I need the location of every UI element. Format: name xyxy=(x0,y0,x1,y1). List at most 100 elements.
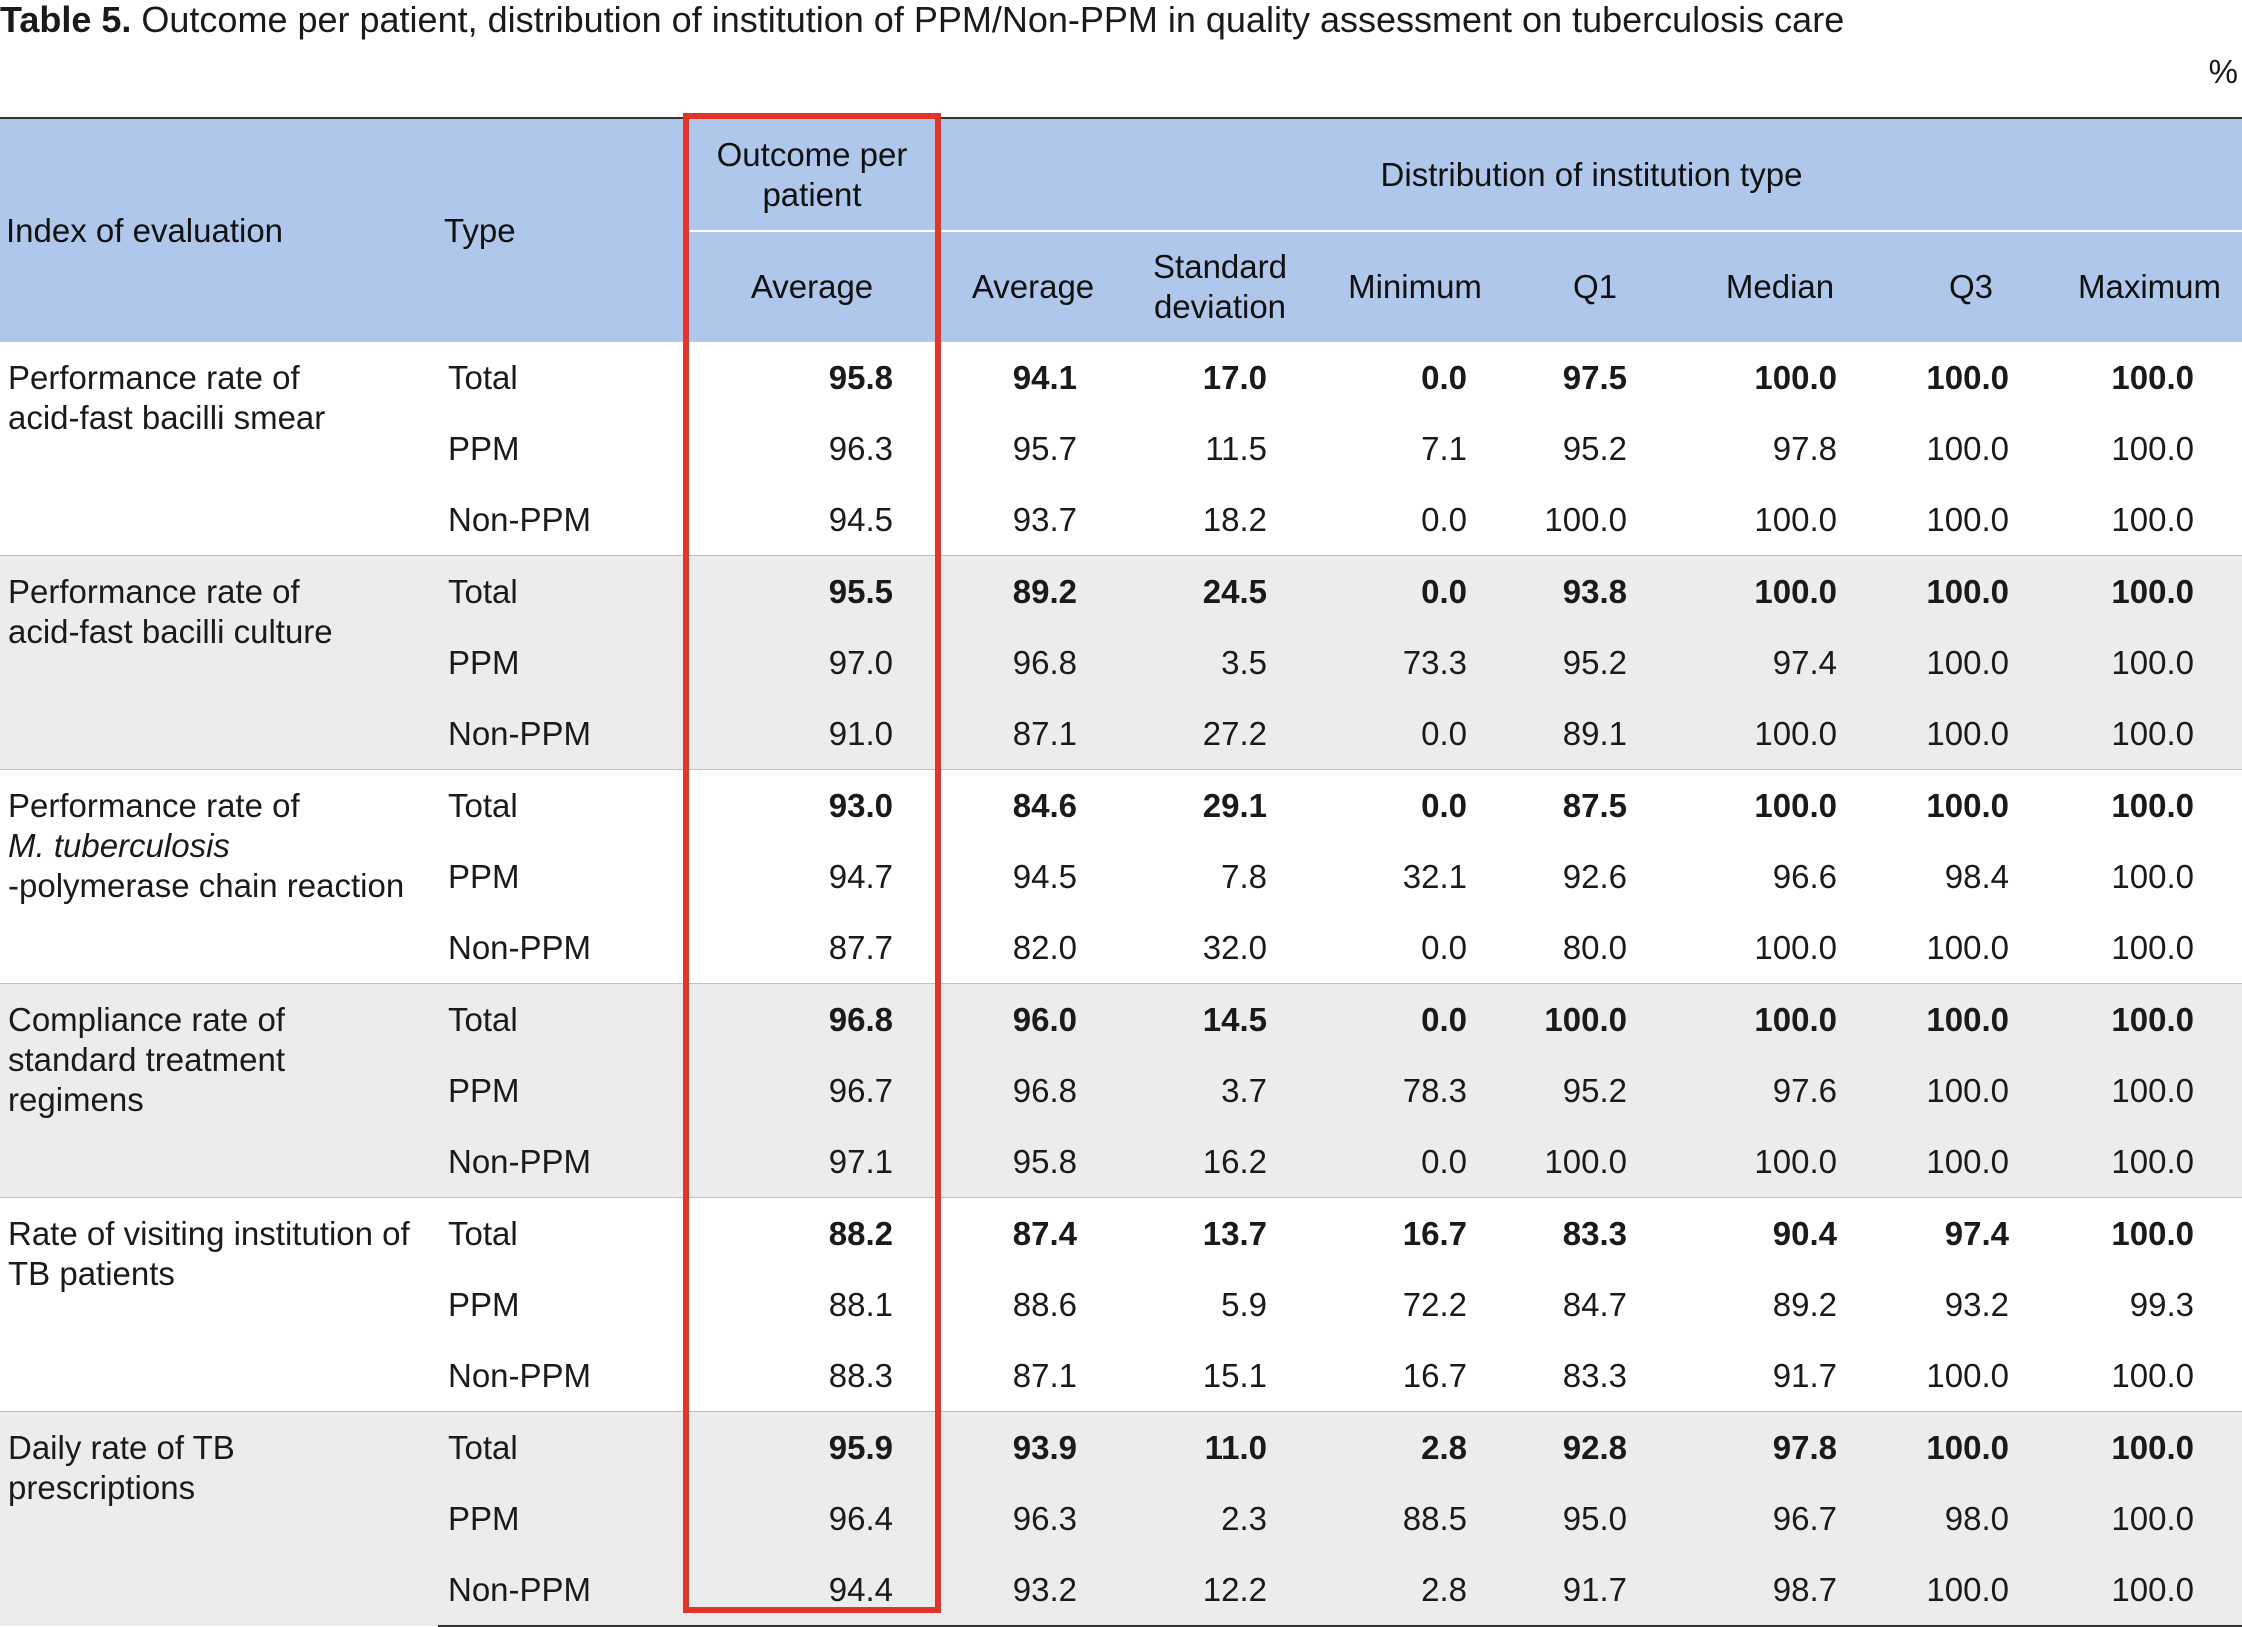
value-cell: 100.0 xyxy=(1675,555,1885,627)
unit-label: % xyxy=(2208,53,2238,90)
value-cell: 90.4 xyxy=(1675,1197,1885,1269)
value-cell: 100.0 xyxy=(1675,983,1885,1055)
value-cell: 0.0 xyxy=(1315,555,1515,627)
value-cell: 100.0 xyxy=(2057,698,2242,770)
value-cell: 15.1 xyxy=(1202,1356,1267,1394)
value-cell: 100.0 xyxy=(2057,1554,2242,1627)
value-cell: 24.5 xyxy=(1125,555,1315,627)
value-cell: 16.7 xyxy=(1402,1356,1467,1394)
value-cell: 13.7 xyxy=(1125,1197,1315,1269)
value-cell: 3.5 xyxy=(1125,627,1315,698)
value-cell: 0.0 xyxy=(1421,358,1467,396)
value-cell: 96.7 xyxy=(1675,1483,1885,1554)
value-cell: 100.0 xyxy=(2057,1126,2242,1198)
index-label-line: Compliance rate of xyxy=(8,1001,285,1038)
index-label-line: TB patients xyxy=(8,1255,175,1292)
index-of-evaluation-cell: Performance rate of acid-fast bacilli cul… xyxy=(0,555,438,770)
value-cell: 100.0 xyxy=(1515,983,1675,1055)
type-cell: PPM xyxy=(448,429,520,467)
outcome-average-cell: 93.0 xyxy=(683,769,941,841)
value-cell: 100.0 xyxy=(2057,769,2242,841)
value-cell: 96.6 xyxy=(1772,857,1837,895)
value-cell: 0.0 xyxy=(1315,983,1515,1055)
caption-text: Outcome per patient, distribution of ins… xyxy=(141,0,1845,40)
outcome-average-cell: 87.7 xyxy=(828,928,893,966)
value-cell: 91.7 xyxy=(1772,1356,1837,1394)
value-cell: 95.0 xyxy=(1515,1483,1675,1554)
index-of-evaluation-cell: Daily rate of TB prescriptions xyxy=(0,1411,438,1626)
table-row: Compliance rate of standard treatment regi… xyxy=(0,983,2242,1198)
value-cell: 100.0 xyxy=(1926,429,2009,467)
caption-label: Table 5. xyxy=(0,0,132,40)
value-cell: 100.0 xyxy=(1754,358,1837,396)
value-cell: 100.0 xyxy=(1885,1411,2057,1483)
table-row: Non-PPM 87.7 82.0 32.0 0.0 80.0 100.0 100.0 100.… xyxy=(0,912,2242,984)
outcome-average-cell: 96.8 xyxy=(683,983,941,1055)
value-cell: 100.0 xyxy=(2057,627,2242,698)
value-cell: 100.0 xyxy=(1885,555,2057,627)
value-cell: 98.7 xyxy=(1675,1554,1885,1627)
index-label-line: prescriptions xyxy=(8,1469,196,1506)
value-cell: 100.0 xyxy=(1675,1126,1885,1198)
value-cell: 93.7 xyxy=(1012,500,1077,538)
table-row: Performance rate of acid-fast bacilli cul… xyxy=(0,555,2242,770)
outcome-average-cell: 96.4 xyxy=(683,1483,941,1554)
index-label-line: regimens xyxy=(8,1081,144,1118)
value-cell: 93.8 xyxy=(1515,555,1675,627)
value-cell: 97.4 xyxy=(1675,627,1885,698)
value-cell: 96.3 xyxy=(941,1483,1125,1554)
value-cell: 100.0 xyxy=(2111,500,2194,538)
table-header: Index of evaluation Type Outcome per pat… xyxy=(0,118,2242,342)
value-cell: 5.9 xyxy=(1221,1285,1267,1323)
value-cell: 100.0 xyxy=(2111,358,2194,396)
type-cell: PPM xyxy=(438,1483,683,1554)
table-row: PPM 96.7 96.8 3.7 78.3 95.2 97.6 100.0 100.0 xyxy=(0,1055,2242,1126)
outcome-average-cell: 94.5 xyxy=(828,500,893,538)
value-cell: 100.0 xyxy=(1885,1055,2057,1126)
value-cell: 3.7 xyxy=(1125,1055,1315,1126)
value-cell: 95.8 xyxy=(941,1126,1125,1198)
value-cell: 97.4 xyxy=(1885,1197,2057,1269)
type-cell: Non-PPM xyxy=(448,928,592,966)
outcome-average-cell: 97.1 xyxy=(683,1126,941,1198)
value-cell: 100.0 xyxy=(2111,928,2194,966)
value-cell: 12.2 xyxy=(1125,1554,1315,1627)
table-row: Non-PPM 88.3 87.1 15.1 16.7 83.3 91.7 100.0 100.… xyxy=(0,1340,2242,1412)
outcome-average-cell: 95.5 xyxy=(683,555,941,627)
value-cell: 0.0 xyxy=(1421,928,1467,966)
value-cell: 96.8 xyxy=(941,1055,1125,1126)
value-cell: 7.8 xyxy=(1221,857,1267,895)
value-cell: 93.2 xyxy=(941,1554,1125,1627)
value-cell: 100.0 xyxy=(1754,500,1837,538)
table-caption: Table 5. Outcome per patient, distributi… xyxy=(0,0,1844,40)
outcome-average-cell: 96.7 xyxy=(683,1055,941,1126)
header-index: Index of evaluation xyxy=(0,118,438,342)
value-cell: 92.6 xyxy=(1562,857,1627,895)
value-cell: 95.7 xyxy=(1012,429,1077,467)
header-median: Median xyxy=(1675,231,1885,342)
header-distribution-group: Distribution of institution type xyxy=(941,118,2242,232)
type-cell: Non-PPM xyxy=(438,698,683,770)
value-cell: 93.9 xyxy=(941,1411,1125,1483)
value-cell: 94.1 xyxy=(1012,358,1077,396)
value-cell: 2.8 xyxy=(1315,1554,1515,1627)
table-row: PPM 94.7 94.5 7.8 32.1 92.6 96.6 98.4 100.0 xyxy=(0,841,2242,912)
value-cell: 100.0 xyxy=(1675,769,1885,841)
value-cell: 73.3 xyxy=(1315,627,1515,698)
header-outcome-average: Average xyxy=(683,231,941,342)
value-cell: 100.0 xyxy=(2057,1055,2242,1126)
table-row: PPM 96.3 95.7 11.5 7.1 95.2 97.8 100.0 100.0 xyxy=(0,413,2242,484)
outcome-average-cell: 95.9 xyxy=(683,1411,941,1483)
value-cell: 0.0 xyxy=(1315,698,1515,770)
value-cell: 100.0 xyxy=(2057,1483,2242,1554)
value-cell: 100.0 xyxy=(1926,928,2009,966)
header-minimum: Minimum xyxy=(1315,231,1515,342)
index-label-line: acid-fast bacilli culture xyxy=(8,613,333,650)
value-cell: 100.0 xyxy=(2057,1197,2242,1269)
value-cell: 100.0 xyxy=(1515,1126,1675,1198)
index-label-line: acid-fast bacilli smear xyxy=(8,399,326,436)
value-cell: 95.2 xyxy=(1515,627,1675,698)
value-cell: 92.8 xyxy=(1515,1411,1675,1483)
table-row: PPM 97.0 96.8 3.5 73.3 95.2 97.4 100.0 100.0 xyxy=(0,627,2242,698)
outcome-average-cell: 94.4 xyxy=(683,1554,941,1627)
